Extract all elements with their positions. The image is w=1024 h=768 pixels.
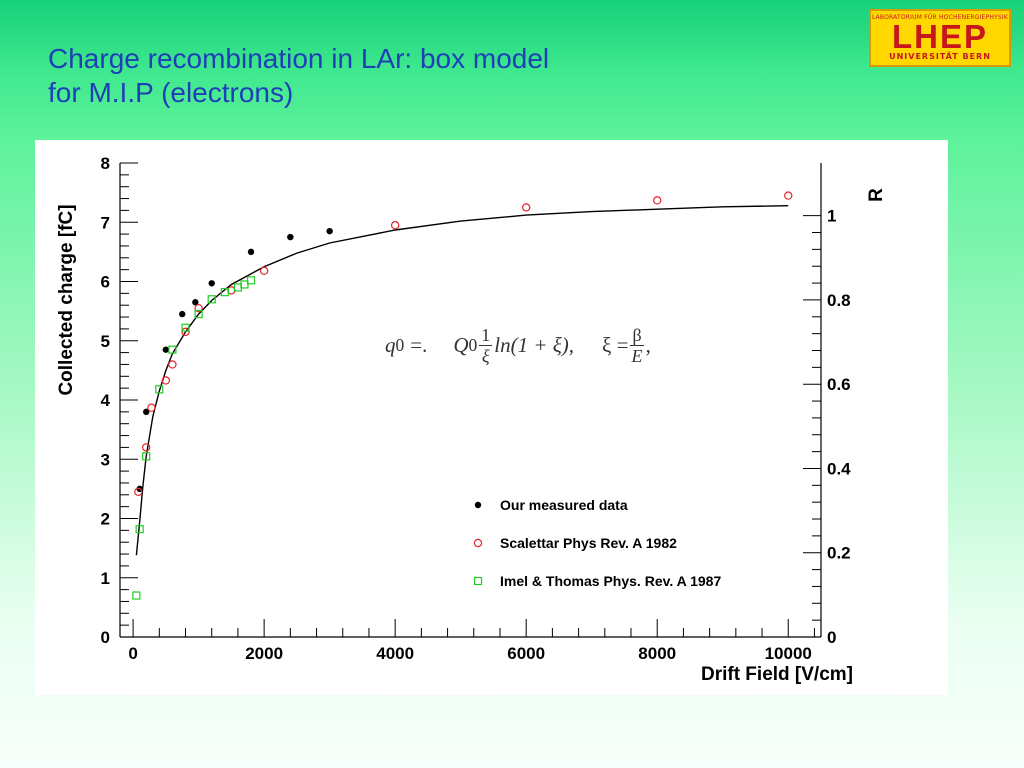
measured-data-point [162,346,170,353]
y-tick-label: 0 [101,628,110,647]
x-tick-label: 4000 [376,644,414,663]
slide-title: Charge recombination in LAr: box model f… [48,42,549,110]
imel-thomas-data-point [135,525,144,534]
slide-title-line-1: Charge recombination in LAr: box model [48,43,550,74]
lhep-logo-bottom-text: UNIVERSITÄT BERN [889,52,991,61]
legend-marker [473,576,483,586]
y2-tick-label: 1 [827,207,836,226]
y2-tick-label: 0.4 [827,459,851,478]
formula-fraction-2-num: β [630,324,644,346]
y-tick-label: 7 [101,213,110,232]
scalettar-data-point [390,221,400,230]
y-tick-label: 4 [101,391,111,410]
formula-fraction-2: β E [630,324,644,366]
scalettar-data-point [653,196,662,205]
x-axis-label: Drift Field [V/cm] [701,664,853,685]
formula-fraction-1-num: 1 [479,324,493,346]
x-tick-label: 10000 [765,644,812,663]
y-tick-label: 3 [101,450,110,469]
legend-marker [474,501,482,509]
imel-thomas-data-point [181,323,190,332]
legend-entry-label: Our measured data [500,497,628,513]
slide-title-line-2: for M.I.P (electrons) [48,77,294,108]
lhep-logo-top-text: LABORATORIUM FÜR HOCHENERGIEPHYSIK [871,14,1009,21]
formula-lhs: q [385,332,396,357]
x-tick-label: 2000 [245,644,283,663]
scalettar-data-point [521,203,531,212]
y-tick-label: 5 [101,332,110,351]
y-tick-label: 6 [101,273,110,292]
plot-panel: 0 1 2 3 4 5 6 7 8 0 2000 4000 6000 8000 10000 0 0.2 0.4 0.… [35,140,948,695]
scalettar-data-point [259,266,269,276]
scalettar-data-point [134,487,143,497]
y2-tick-label: 0.8 [827,291,851,310]
legend-marker [473,538,483,548]
y2-tick-label: 0 [827,628,836,647]
legend-entry-label: Scalettar Phys Rev. A 1982 [500,535,677,551]
formula-q-sub: 0 [468,334,478,355]
y-tick-label: 1 [101,569,110,588]
formula-fraction-1: 1 ξ [479,324,493,366]
y2-axis-label: R [866,188,887,202]
measured-data-point [287,233,294,241]
measured-data-point [326,227,333,235]
lhep-logo: LABORATORIUM FÜR HOCHENERGIEPHYSIK LHEP … [869,9,1011,67]
scalettar-data-point [168,360,177,369]
y2-tick-label: 0.2 [827,544,851,563]
formula-equals: =. [410,332,428,357]
imel-thomas-data-point [240,280,249,289]
formula-ln-expression: ln(1 + ξ), [494,332,574,357]
legend-entry-label: Imel & Thomas Phys. Rev. A 1987 [500,573,721,589]
formula-fraction-2-den: E [631,345,643,366]
imel-thomas-data-point [246,276,256,285]
imel-thomas-data-point [207,295,216,304]
formula-q: Q [453,332,469,357]
y-axis-label: Collected charge [fC] [56,204,77,395]
x-tick-label: 6000 [507,644,545,663]
imel-thomas-data-point [220,288,229,297]
y-tick-label: 8 [101,154,110,173]
imel-thomas-data-point [168,345,177,354]
formula-lhs-sub: 0 [395,334,405,355]
measured-data-point [208,280,215,287]
lhep-logo-main-text: LHEP [891,18,988,55]
formula-trailing-comma: , [645,332,651,357]
formula-fraction-1-den: ξ [481,345,490,366]
imel-thomas-data-point [155,385,164,394]
measured-data-point [192,299,199,306]
scalettar-data-point [194,303,203,313]
y-tick-label: 2 [101,510,110,529]
formula-xi: ξ = [602,332,629,357]
x-tick-label: 8000 [638,644,676,663]
x-tick-label: 0 [128,644,137,663]
imel-thomas-data-point [132,591,141,600]
scalettar-data-point [161,376,171,385]
imel-thomas-data-point [142,452,151,461]
measured-data-point [179,310,186,318]
measured-data-point [247,248,255,256]
fit-curve [135,205,789,556]
y2-tick-label: 0.6 [827,375,851,394]
scalettar-data-point [181,327,190,337]
scalettar-data-point [784,191,793,200]
scalettar-data-point [142,443,151,452]
measured-data-point [143,408,150,416]
scalettar-data-point [147,403,156,412]
imel-thomas-data-point [194,309,203,319]
